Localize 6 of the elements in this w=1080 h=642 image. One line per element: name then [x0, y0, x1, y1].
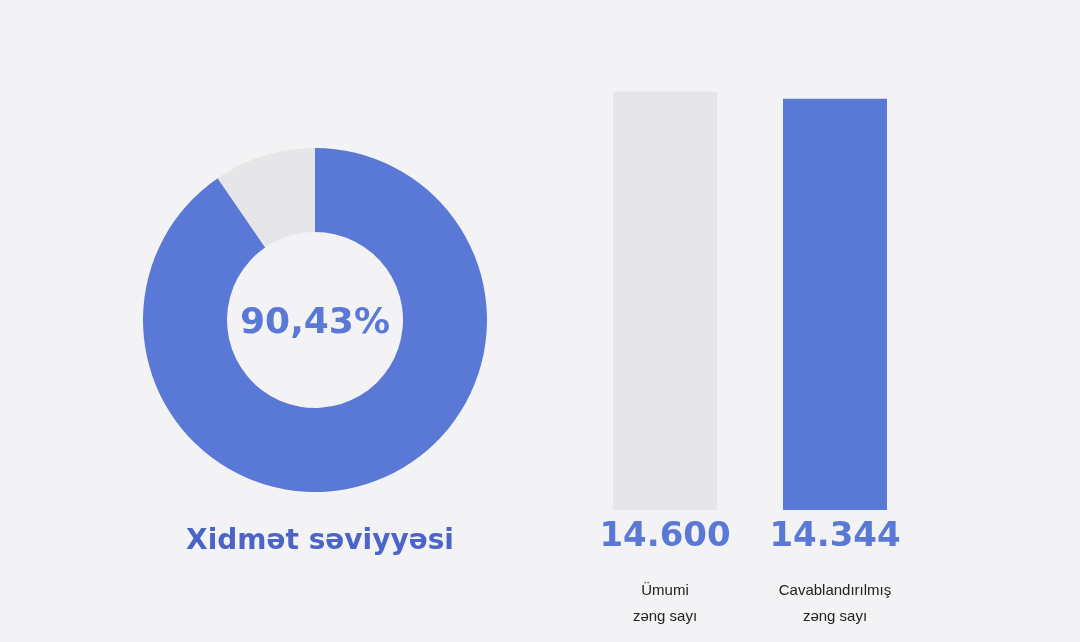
data-label: 14.600 — [599, 514, 731, 554]
data-label: 14.344 — [769, 514, 901, 554]
x-tick-label: Cavablandırılmış zəng sayı — [778, 580, 892, 624]
text: Xidmət səviyyəsi — [186, 522, 454, 556]
data-label: 90,43% — [240, 299, 390, 341]
x-tick-label: Ümumi zəng sayı — [632, 580, 698, 624]
